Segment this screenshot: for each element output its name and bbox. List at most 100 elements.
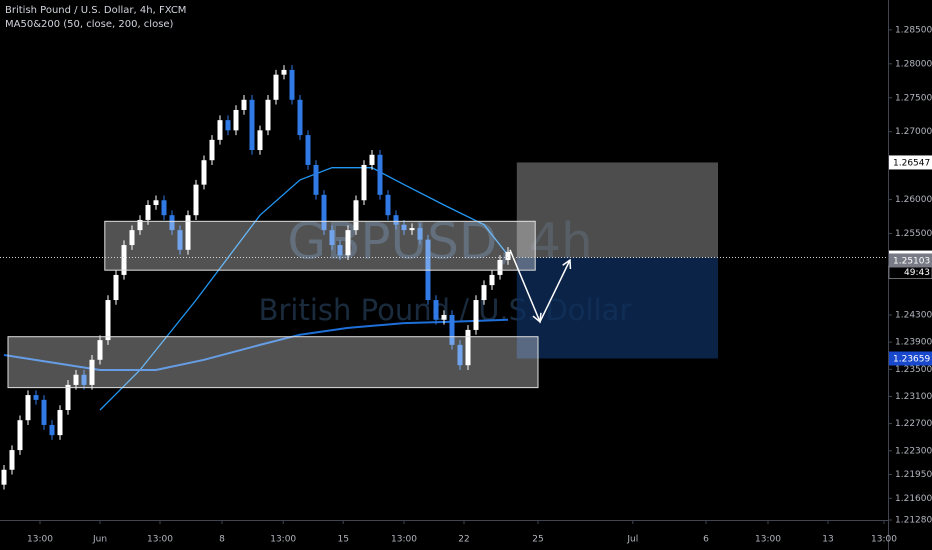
time-axis-panel <box>0 520 888 550</box>
candle-body <box>449 314 455 345</box>
position-stop <box>516 257 718 359</box>
stop-price-label-box <box>889 351 932 366</box>
x-tick-label: Jul <box>626 535 638 545</box>
candle-body <box>313 164 319 195</box>
candle-body <box>393 215 399 225</box>
candle-body <box>33 395 39 400</box>
candle-body <box>161 200 167 216</box>
y-tick-label: 1.22300 <box>895 446 932 456</box>
x-tick-label: 13:00 <box>391 535 417 545</box>
candle-body <box>1 469 7 485</box>
chart-title: British Pound / U.S. Dollar, 4h, FXCM <box>5 5 186 16</box>
candle-body <box>97 340 103 360</box>
stop-price-label: 1.23659 <box>893 355 930 365</box>
y-tick-label: 1.28000 <box>895 59 932 69</box>
candle-body <box>273 74 279 100</box>
zone <box>7 336 539 389</box>
candle-body <box>217 120 223 140</box>
candle-body <box>193 184 199 216</box>
candle-body <box>249 99 255 151</box>
candle-body <box>409 228 415 231</box>
x-tick-label: 13 <box>822 535 833 545</box>
candle-body <box>145 205 151 220</box>
candle-body <box>377 154 383 195</box>
x-tick-label: 8 <box>219 535 225 545</box>
x-tick-label: 6 <box>703 535 709 545</box>
y-tick-label: 1.23100 <box>895 392 932 402</box>
candle-body <box>401 224 407 231</box>
y-tick-label: 1.24300 <box>895 310 932 320</box>
candle-body <box>417 228 423 240</box>
position-target <box>516 162 718 258</box>
candle-body <box>481 285 487 301</box>
y-tick-label: 1.26000 <box>895 195 932 205</box>
candle-body <box>305 135 311 165</box>
candle-body <box>497 260 503 275</box>
y-tick-label: 1.27500 <box>895 93 932 103</box>
candle-body <box>25 395 31 421</box>
candle-body <box>105 300 111 341</box>
x-tick-label: 22 <box>458 535 469 545</box>
candle-body <box>81 374 87 385</box>
candle-body <box>9 450 15 470</box>
candle-body <box>297 99 303 136</box>
candle-body <box>65 384 71 411</box>
candle-body <box>289 69 295 100</box>
candle-body <box>337 245 343 256</box>
x-tick-label: 25 <box>532 535 543 545</box>
marker-price-label: 1.25103 <box>893 256 930 266</box>
y-tick-label: 1.21600 <box>895 494 932 504</box>
x-tick-label: Jun <box>92 535 107 545</box>
candle-body <box>17 420 23 451</box>
x-tick-label: 13:00 <box>147 535 173 545</box>
candle-body <box>361 164 367 201</box>
indicator-label: MA50&200 (50, close, 200, close) <box>5 19 174 30</box>
candle-body <box>185 215 191 250</box>
candle-body <box>241 99 247 110</box>
candle-body <box>113 274 119 301</box>
moving-average <box>3 318 509 371</box>
arrow-head <box>532 312 542 324</box>
candle-body <box>177 230 183 250</box>
moving-average <box>99 167 509 411</box>
candle-body <box>369 154 375 165</box>
candle-body <box>321 194 327 231</box>
candle-body <box>345 230 351 256</box>
candle-body <box>121 245 127 275</box>
x-tick-label: 15 <box>337 535 348 545</box>
candle-body <box>153 200 159 206</box>
candle-body <box>73 374 79 385</box>
candle-body <box>385 194 391 216</box>
target-price-label: 1.26547 <box>893 158 930 168</box>
countdown: 49:43 <box>904 268 930 278</box>
candle-body <box>257 130 263 151</box>
x-tick-label: 13:00 <box>27 535 53 545</box>
y-tick-label: 1.23900 <box>895 338 932 348</box>
candle-body <box>89 359 95 385</box>
candle-body <box>489 274 495 286</box>
candle-body <box>441 314 447 320</box>
x-tick-label: 13:00 <box>871 535 897 545</box>
zone <box>104 220 536 271</box>
candle-body <box>209 139 215 161</box>
y-tick-label: 1.21950 <box>895 470 932 480</box>
y-tick-label: 1.25500 <box>895 229 932 239</box>
candle-body <box>169 215 175 231</box>
candle-body <box>129 230 135 246</box>
marker-price-label-box <box>889 253 932 268</box>
candle-body <box>353 200 359 231</box>
x-tick-label: 13:00 <box>270 535 296 545</box>
candle-body <box>433 300 439 320</box>
candle-body <box>505 251 511 260</box>
y-tick-label: 1.28500 <box>895 25 932 35</box>
candle-body <box>329 230 335 246</box>
y-tick-label: 1.22700 <box>895 419 932 429</box>
candle-body <box>137 219 143 231</box>
x-tick-label: 13:00 <box>755 535 781 545</box>
candle-body <box>49 424 55 436</box>
target-price-label-box <box>889 155 932 170</box>
candle-body <box>57 410 63 436</box>
y-tick-label: 1.27000 <box>895 127 932 137</box>
candle-body <box>233 109 239 131</box>
